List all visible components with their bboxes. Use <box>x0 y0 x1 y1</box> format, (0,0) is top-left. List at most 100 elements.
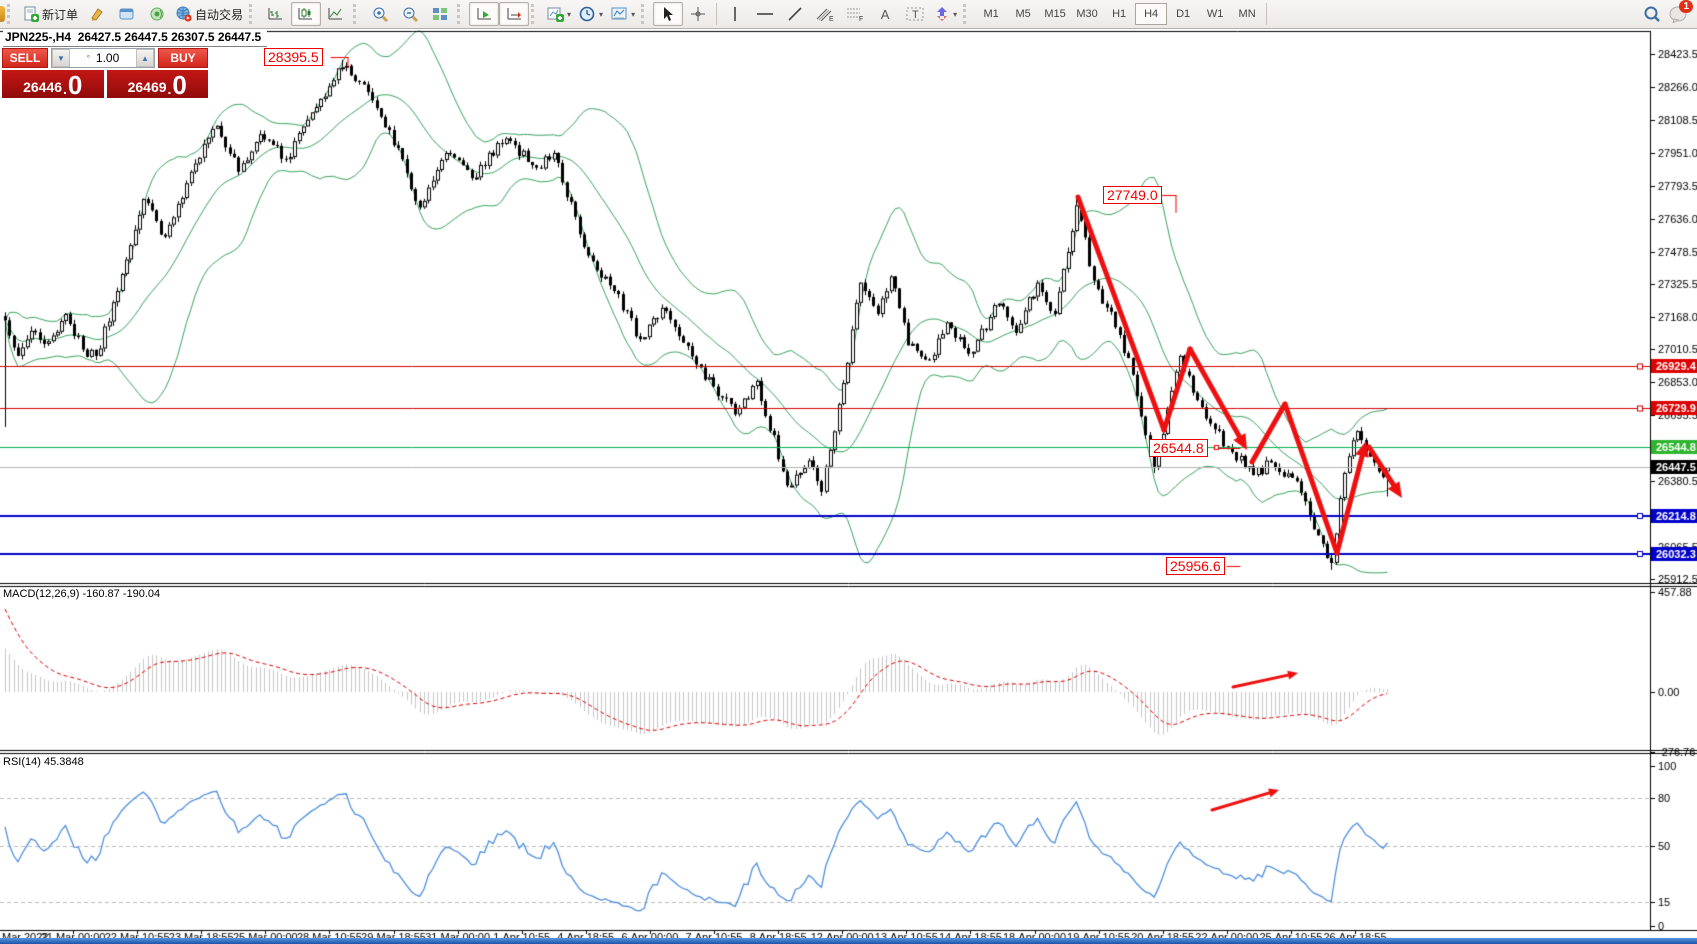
label-icon: T <box>906 6 924 22</box>
autotrading-button[interactable]: 自动交易 <box>172 2 247 26</box>
buy-price-display[interactable]: 26469. 0 <box>106 70 208 98</box>
crosshair-button[interactable] <box>683 2 713 26</box>
market-watch-button[interactable] <box>112 2 142 26</box>
channel-icon: E <box>815 6 835 22</box>
cursor-button[interactable] <box>653 2 684 26</box>
line-chart-button[interactable] <box>321 2 351 26</box>
navigator-button[interactable] <box>142 2 172 26</box>
styler-button[interactable] <box>82 2 112 26</box>
new-order-label: 新订单 <box>42 7 79 22</box>
trendline-icon <box>787 6 803 22</box>
volume-stepper: ▼ ° 1.00 ▲ <box>51 48 155 68</box>
new-order-icon <box>23 6 39 22</box>
template-icon <box>611 6 628 22</box>
zoom-in-button[interactable] <box>365 2 395 26</box>
tf-m30[interactable]: M30 <box>1076 8 1098 20</box>
tf-w1[interactable]: W1 <box>1206 8 1224 20</box>
sell-price-dot: . <box>63 81 67 97</box>
timeframe-group: M1 M5 M15 M30 H1 H4 D1 W1 MN <box>975 3 1263 25</box>
svg-text:F: F <box>859 16 863 22</box>
autotrading-label: 自动交易 <box>195 7 244 22</box>
vertical-line-icon <box>730 6 740 22</box>
tf-h1[interactable]: H1 <box>1112 8 1127 20</box>
macd-label: MACD(12,26,9) -160.87 -190.04 <box>3 588 161 600</box>
tf-m15[interactable]: M15 <box>1044 8 1066 20</box>
auto-scroll-icon <box>475 6 493 22</box>
tf-mn[interactable]: MN <box>1238 8 1256 20</box>
clipped-icon <box>0 6 5 22</box>
toolbar-grip <box>353 4 363 24</box>
tf-m1[interactable]: M1 <box>983 8 999 20</box>
autotrading-globe-icon <box>176 6 192 22</box>
templates-button[interactable]: ▾ <box>607 2 639 26</box>
sell-button[interactable]: SELL <box>2 48 48 68</box>
toolbar-grip <box>531 4 541 24</box>
trendline-button[interactable] <box>780 2 810 26</box>
text-icon: A <box>880 6 890 22</box>
toolbar-separator <box>1266 3 1268 25</box>
periods-button[interactable]: ▾ <box>575 2 607 26</box>
new-order-button[interactable]: 新订单 <box>19 2 82 26</box>
horizontal-line-button[interactable] <box>750 2 780 26</box>
chart-shift-icon <box>505 6 523 22</box>
horizontal-line-icon <box>756 9 774 19</box>
zoom-out-button[interactable] <box>395 2 425 26</box>
price-callout-2[interactable]: 26544.8 <box>1149 439 1208 457</box>
chart-title: JPN225-,H4 26427.5 26447.5 26307.5 26447… <box>3 30 268 47</box>
volume-decrease-button[interactable]: ▼ <box>52 49 70 67</box>
arrows-button[interactable]: ▾ <box>930 2 961 26</box>
search-icon[interactable] <box>1643 5 1661 23</box>
cursor-icon <box>661 6 675 22</box>
volume-value[interactable]: 1.00 <box>95 51 120 65</box>
sell-price-big-digit: 0 <box>67 70 83 100</box>
candlestick-chart-button[interactable] <box>291 2 322 26</box>
volume-marker: ° <box>86 53 90 63</box>
auto-scroll-button[interactable] <box>469 2 500 26</box>
text-button[interactable]: A <box>870 2 900 26</box>
line-chart-icon <box>327 6 345 22</box>
vertical-line-button[interactable] <box>720 2 750 26</box>
notification-count-badge: 1 <box>1679 0 1693 13</box>
chevron-down-icon: ▾ <box>599 9 604 19</box>
buy-price-main: 26469 <box>127 79 167 95</box>
svg-text:E: E <box>829 16 834 22</box>
toolbar-grip <box>641 4 651 24</box>
toolbar-grip <box>249 4 259 24</box>
bar-chart-button[interactable] <box>261 2 291 26</box>
zoom-out-icon <box>402 6 419 23</box>
tf-m5[interactable]: M5 <box>1015 8 1031 20</box>
clock-icon <box>579 6 596 23</box>
tile-windows-icon <box>432 7 448 21</box>
toolbar: 新订单 自动交易 <box>0 0 1697 29</box>
rsi-label: RSI(14) 45.3848 <box>3 756 84 768</box>
toolbar-grip <box>7 4 17 24</box>
signal-icon <box>149 6 165 22</box>
notification-icon[interactable]: 1 <box>1669 0 1693 23</box>
crosshair-icon <box>690 6 706 22</box>
tf-d1[interactable]: D1 <box>1176 8 1191 20</box>
equidistant-channel-button[interactable]: E <box>810 2 840 26</box>
toolbar-separator <box>716 3 718 25</box>
tile-windows-button[interactable] <box>425 2 455 26</box>
fibonacci-button[interactable]: F <box>840 2 870 26</box>
volume-increase-button[interactable]: ▲ <box>136 49 154 67</box>
toolbar-grip <box>963 4 973 24</box>
price-callout-1[interactable]: 27749.0 <box>1103 186 1162 204</box>
price-callout-3[interactable]: 25956.6 <box>1166 557 1225 575</box>
zoom-in-icon <box>372 6 389 23</box>
tf-h4[interactable]: H4 <box>1135 3 1168 25</box>
crayon-icon <box>89 6 105 22</box>
price-callout-0[interactable]: 28395.5 <box>264 48 323 66</box>
svg-text:T: T <box>912 9 919 21</box>
buy-price-dot: . <box>167 81 172 97</box>
chart-shift-button[interactable] <box>499 2 530 26</box>
new-chart-button[interactable]: ▾ <box>543 2 575 26</box>
text-label-button[interactable]: T <box>900 2 930 26</box>
buy-button[interactable]: BUY <box>158 48 208 68</box>
sell-price-display[interactable]: 26446. 0 <box>2 70 104 98</box>
fibonacci-icon: F <box>845 6 865 22</box>
chevron-down-icon: ▾ <box>631 9 636 19</box>
toolbar-grip <box>457 4 467 24</box>
